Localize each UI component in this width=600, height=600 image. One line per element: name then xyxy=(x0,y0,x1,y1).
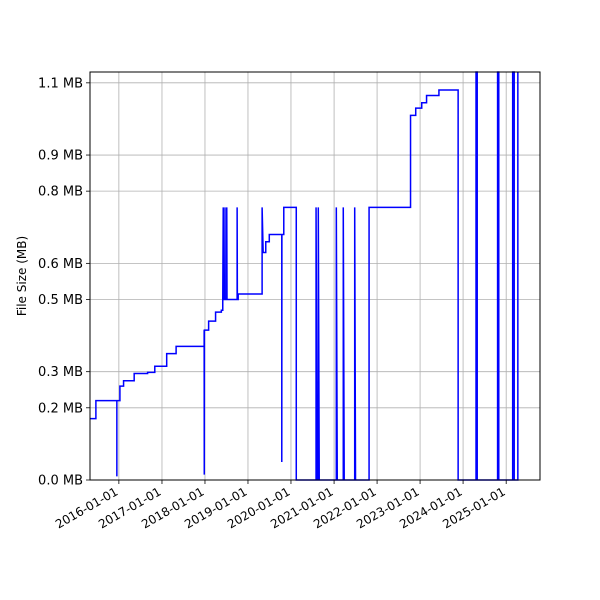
y-tick-label: 1.1 MB xyxy=(38,76,83,91)
y-tick-label: 0.5 MB xyxy=(38,293,83,308)
y-tick-label: 0.3 MB xyxy=(38,365,83,380)
plot-frame xyxy=(89,71,541,481)
y-tick-label: 0.8 MB xyxy=(38,185,83,200)
series-line xyxy=(90,71,519,481)
y-tick-label: 0.0 MB xyxy=(38,474,83,489)
y-axis-label: File Size (MB) xyxy=(15,236,29,316)
data-series xyxy=(90,71,519,481)
y-tick-label: 0.2 MB xyxy=(38,401,83,416)
y-tick-label: 0.6 MB xyxy=(38,257,83,272)
y-tick-label: 0.9 MB xyxy=(38,149,83,164)
y-axis: 0.0 MB 0.2 MB 0.3 MB 0.5 MB 0.6 MB 0.8 MB 0.9 … xyxy=(38,76,90,489)
